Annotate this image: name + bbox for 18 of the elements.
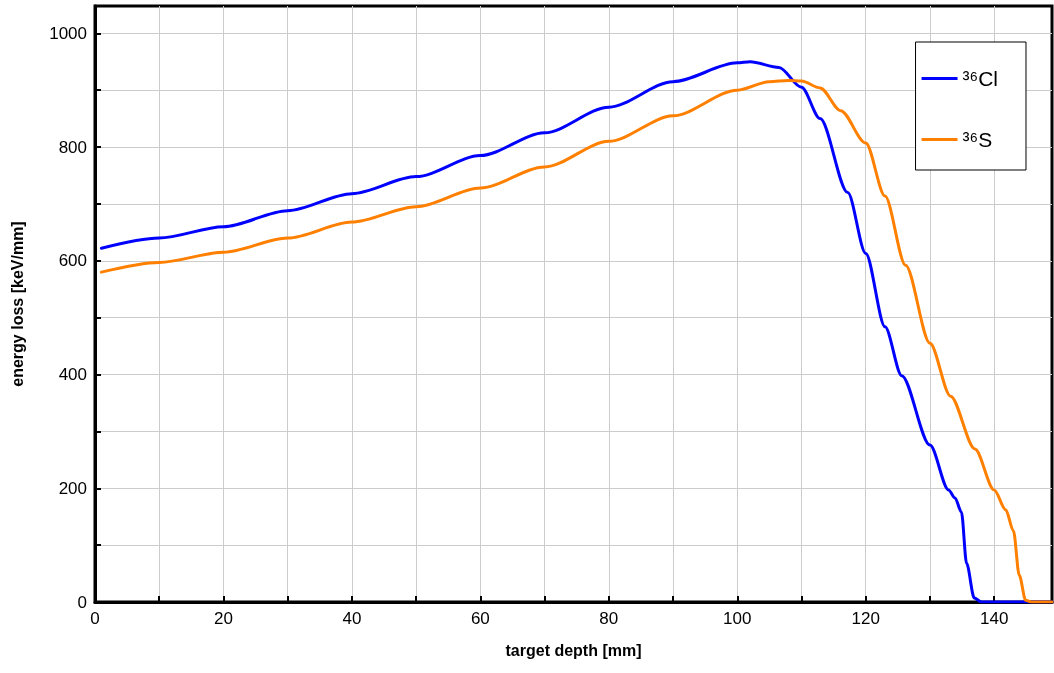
y-tick-label: 200 bbox=[58, 478, 87, 498]
x-tick-label: 100 bbox=[723, 609, 752, 628]
y-tick-label: 0 bbox=[77, 592, 87, 612]
x-tick-label: 80 bbox=[599, 609, 619, 628]
x-tick-label: 40 bbox=[342, 609, 362, 628]
y-tick-label: 600 bbox=[58, 251, 87, 271]
x-tick-label: 60 bbox=[470, 609, 490, 628]
y-tick-label: 800 bbox=[58, 137, 87, 157]
legend-label: ³⁶Cl bbox=[962, 67, 998, 90]
legend-label: ³⁶S bbox=[962, 128, 993, 151]
x-tick-label: 120 bbox=[851, 609, 880, 628]
y-axis-title: energy loss [keV/mm] bbox=[8, 221, 26, 387]
x-tick-label: 0 bbox=[90, 609, 100, 628]
x-tick-label: 20 bbox=[214, 609, 233, 628]
x-tick-label: 140 bbox=[980, 609, 1009, 628]
y-tick-label: 1000 bbox=[49, 23, 87, 43]
x-axis-title: target depth [mm] bbox=[505, 641, 642, 659]
y-tick-label: 400 bbox=[58, 365, 87, 385]
